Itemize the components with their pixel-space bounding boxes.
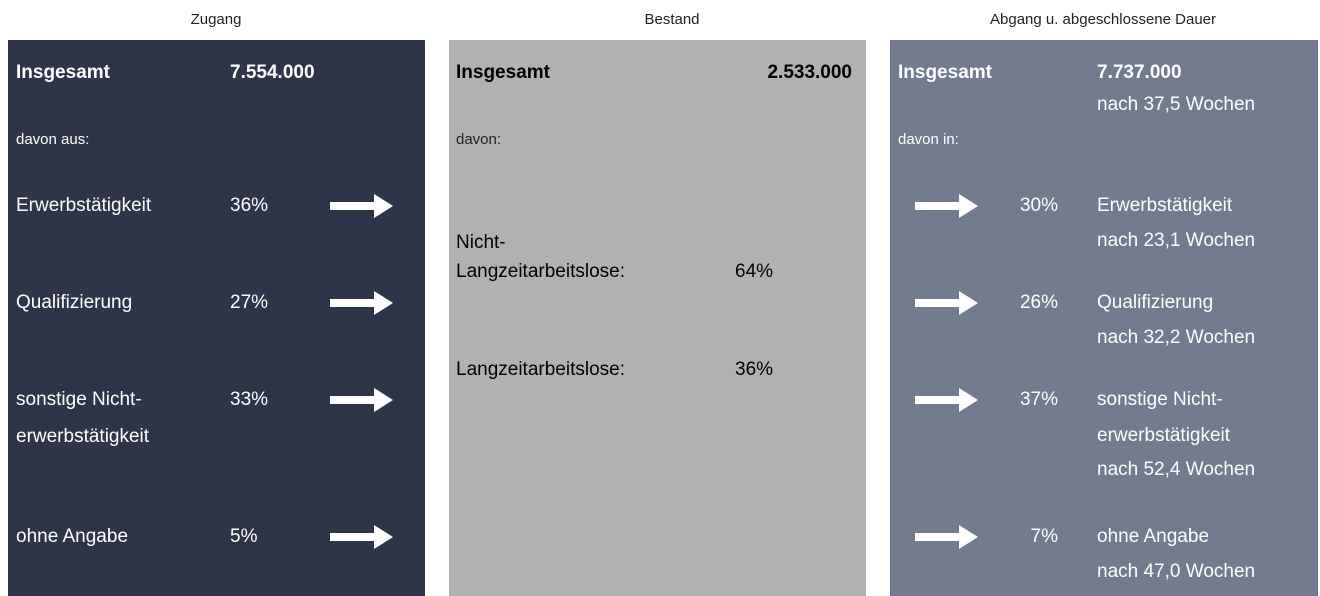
row-duration: nach 52,4 Wochen: [1097, 459, 1256, 480]
row-label: erwerbstätigkeit: [16, 426, 150, 447]
total: 7.554.000: [230, 62, 315, 83]
row-share: 36%: [735, 359, 774, 380]
panel-bestand: [449, 40, 866, 596]
total-label: Insgesamt: [898, 62, 992, 83]
row-share: 26%: [1019, 292, 1058, 313]
row-label: sonstige Nicht-: [16, 389, 142, 410]
total-label: Insgesamt: [456, 62, 550, 83]
row-duration: nach 23,1 Wochen: [1097, 230, 1256, 251]
row-share: 7%: [1030, 526, 1058, 547]
row-label: Langzeitarbeitslose:: [456, 261, 625, 282]
arrow: [330, 388, 393, 412]
panel-abgang: [890, 40, 1318, 596]
subtitle: davon aus:: [16, 131, 90, 148]
row-label: ohne Angabe: [1097, 526, 1210, 547]
row-label: Langzeitarbeitslose:: [456, 359, 625, 380]
arrow: [915, 194, 978, 218]
row-label: Qualifizierung: [16, 292, 133, 313]
arrow: [330, 194, 393, 218]
header: Zugang: [190, 11, 242, 28]
arrow: [915, 388, 978, 412]
subtitle: davon:: [456, 131, 502, 148]
row-duration: nach 47,0 Wochen: [1097, 561, 1256, 582]
row-share: 37%: [1019, 389, 1058, 410]
row-share: 33%: [230, 389, 269, 410]
total-label: Insgesamt: [16, 62, 110, 83]
arrow: [330, 525, 393, 549]
row-label: Qualifizierung: [1097, 292, 1214, 313]
panel-zugang: [8, 40, 425, 596]
total-duration: nach 37,5 Wochen: [1097, 94, 1256, 115]
row-label: sonstige Nicht-: [1097, 389, 1223, 410]
header: Abgang u. abgeschlossene Dauer: [990, 11, 1216, 28]
row-label: erwerbstätigkeit: [1097, 425, 1231, 446]
arrow: [330, 291, 393, 315]
row-share: 30%: [1019, 195, 1058, 216]
row-label: ohne Angabe: [16, 526, 129, 547]
row-label: Nicht-: [456, 232, 506, 253]
total: 2.533.000: [767, 62, 852, 83]
row-label: Erwerbstätigkeit: [1097, 195, 1233, 216]
row-share: 36%: [230, 195, 269, 216]
row-duration: nach 32,2 Wochen: [1097, 327, 1256, 348]
arrow: [915, 291, 978, 315]
subtitle: davon in:: [898, 131, 959, 148]
row-share: 5%: [230, 526, 258, 547]
row-share: 27%: [230, 292, 269, 313]
row-share: 64%: [735, 261, 774, 282]
header: Bestand: [644, 11, 700, 28]
arrow: [915, 525, 978, 549]
row-label: Erwerbstätigkeit: [16, 195, 152, 216]
total: 7.737.000: [1097, 62, 1182, 83]
